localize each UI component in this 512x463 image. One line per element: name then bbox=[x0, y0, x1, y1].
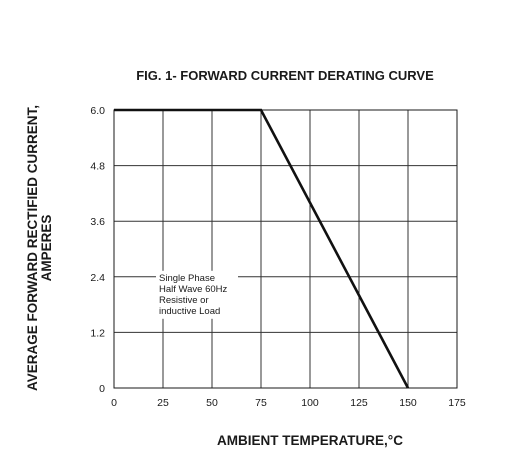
y-tick-labels: 0 1.2 2.4 3.6 4.8 6.0 bbox=[90, 105, 105, 395]
x-tick-label: 125 bbox=[350, 397, 368, 409]
annotation-line: Resistive or bbox=[159, 295, 209, 306]
y-tick-label: 0 bbox=[99, 383, 105, 395]
y-tick-label: 6.0 bbox=[90, 105, 105, 117]
x-tick-labels: 0 25 50 75 100 125 150 175 bbox=[111, 397, 466, 409]
x-tick-label: 50 bbox=[206, 397, 218, 409]
series-line-0 bbox=[114, 108, 410, 389]
y-axis-label-line-1: AVERAGE FORWARD RECTIFIED CURRENT, bbox=[25, 105, 40, 391]
x-tick-label: 175 bbox=[448, 397, 466, 409]
x-axis-label: AMBIENT TEMPERATURE,°C bbox=[217, 433, 403, 448]
y-axis-label-line-2: AMPERES bbox=[39, 215, 54, 282]
annotation-line: Half Wave 60Hz bbox=[159, 284, 228, 295]
annotation-background bbox=[156, 270, 238, 319]
annotation-line: inductive Load bbox=[159, 306, 220, 317]
grid bbox=[114, 110, 457, 388]
y-tick-label: 2.4 bbox=[90, 272, 105, 284]
annotation-line: Single Phase bbox=[159, 273, 215, 284]
y-tick-label: 4.8 bbox=[90, 161, 105, 173]
y-tick-label: 3.6 bbox=[90, 216, 105, 228]
x-tick-label: 0 bbox=[111, 397, 117, 409]
x-tick-label: 75 bbox=[255, 397, 267, 409]
plot-frame bbox=[113, 109, 458, 389]
x-tick-label: 25 bbox=[157, 397, 169, 409]
y-tick-label: 1.2 bbox=[90, 327, 105, 339]
chart-title: FIG. 1- FORWARD CURRENT DERATING CURVE bbox=[136, 68, 434, 83]
x-tick-label: 100 bbox=[301, 397, 319, 409]
x-tick-label: 150 bbox=[399, 397, 417, 409]
series-layer bbox=[114, 108, 410, 389]
y-axis-label: AVERAGE FORWARD RECTIFIED CURRENT, AMPER… bbox=[25, 105, 54, 391]
